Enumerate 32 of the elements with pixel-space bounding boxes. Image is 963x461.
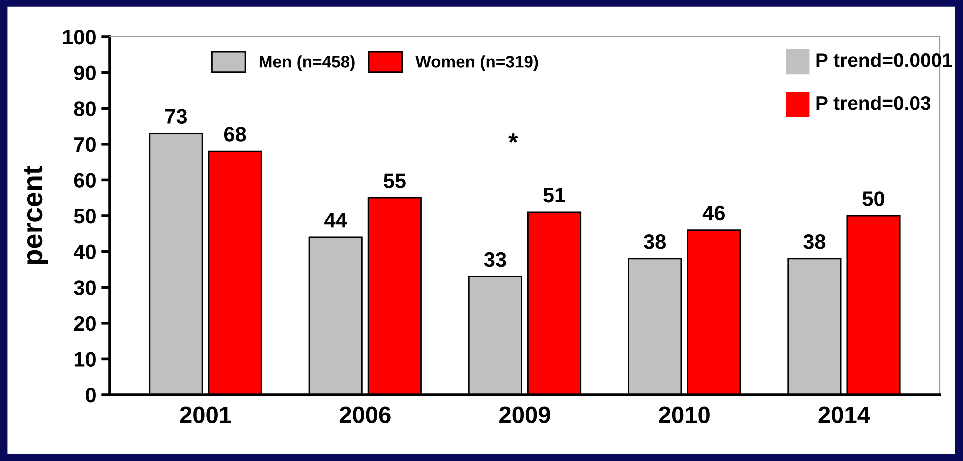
x-tick-label: 2001 [180,406,232,424]
y-tick-label: 80 [74,102,96,116]
y-tick-label: 90 [74,66,96,81]
x-tick-label: 2006 [340,406,391,424]
annotation: P trend=0.03 [816,96,931,110]
annotation: P trend=0.0001 [816,52,952,68]
data-label: 46 [702,206,725,221]
y-tick-label: 20 [74,316,96,332]
y-axis-title: percent [24,166,48,264]
data-label: 68 [224,127,246,142]
data-label: 51 [544,188,566,203]
legend-label: Women (n=319) [416,56,538,72]
y-tick-label: 40 [74,244,96,260]
y-tick-label: 30 [74,280,96,296]
data-label: 55 [384,174,406,188]
x-tick-label: 2014 [818,406,870,424]
x-tick-label: 2009 [500,406,550,424]
data-label: 73 [166,109,188,124]
y-tick-label: 50 [74,209,96,224]
x-tick-label: 2010 [659,406,710,424]
legend-label: Men (n=458) [260,56,355,72]
data-label: 44 [324,213,348,228]
annotation: * [508,134,518,143]
data-label: 38 [804,234,826,250]
y-tick-label: 10 [74,352,96,367]
data-label: 50 [862,192,884,206]
data-label: 33 [484,252,506,268]
y-tick-label: 60 [74,173,96,188]
y-tick-label: 70 [74,137,96,152]
data-label: 38 [644,234,666,250]
y-tick-label: 100 [63,30,96,45]
y-tick-label: 0 [86,388,96,403]
